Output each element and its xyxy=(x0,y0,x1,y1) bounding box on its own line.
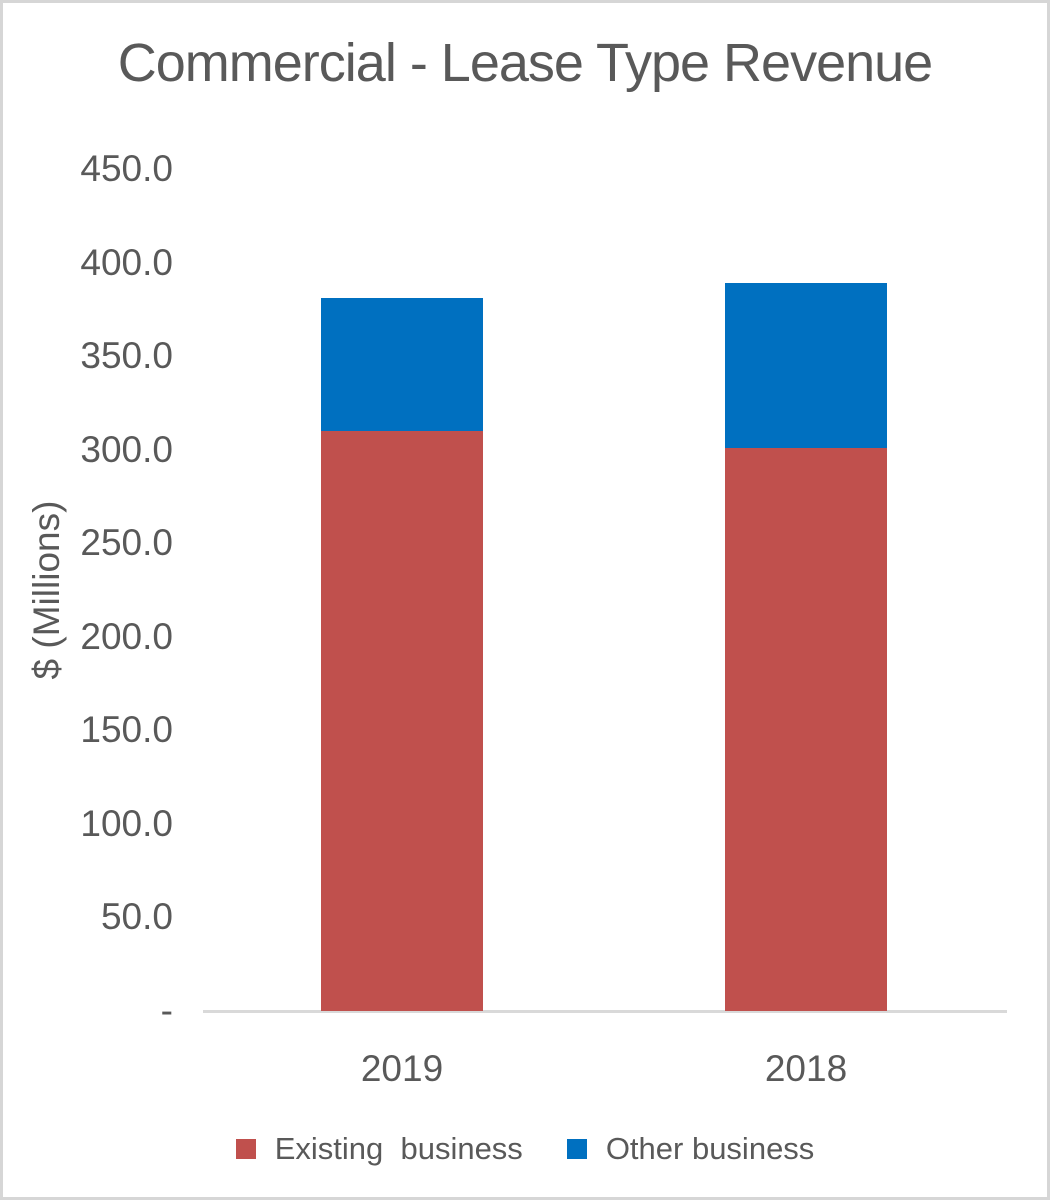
x-tick-label-2018: 2018 xyxy=(764,1048,848,1089)
legend-item-existing-business: Existing business xyxy=(235,1129,523,1169)
x-tick-label-2019: 2019 xyxy=(360,1048,444,1089)
y-tick-label: 250.0 xyxy=(80,522,173,564)
y-tick-label: 200.0 xyxy=(80,615,173,657)
y-tick-label: 300.0 xyxy=(80,428,173,470)
legend-swatch-existing-business xyxy=(235,1139,256,1159)
y-tick-label: 50.0 xyxy=(100,896,173,938)
x-axis-line xyxy=(203,1010,1007,1013)
y-tick-label: - xyxy=(160,990,173,1031)
legend-item-other-business: Other business xyxy=(566,1129,815,1169)
legend-swatch-other-business xyxy=(566,1139,587,1159)
legend-label-other-business: Other business xyxy=(605,1131,815,1166)
y-tick-label: 350.0 xyxy=(80,335,173,377)
y-tick-label: 450.0 xyxy=(80,148,173,189)
legend: Existing business Other business xyxy=(3,1129,1047,1169)
y-tick-label: 400.0 xyxy=(80,241,173,283)
y-tick-label: 100.0 xyxy=(80,802,173,844)
y-tick-label: 150.0 xyxy=(80,709,173,751)
bar-2018-other-business xyxy=(725,283,887,448)
bar-2019-existing-business xyxy=(321,430,483,1011)
bar-2019-other-business xyxy=(321,298,483,431)
legend-label-existing-business: Existing business xyxy=(274,1131,523,1166)
chart-title: Commercial - Lease Type Revenue xyxy=(117,33,933,93)
bar-2018-existing-business xyxy=(725,447,887,1011)
